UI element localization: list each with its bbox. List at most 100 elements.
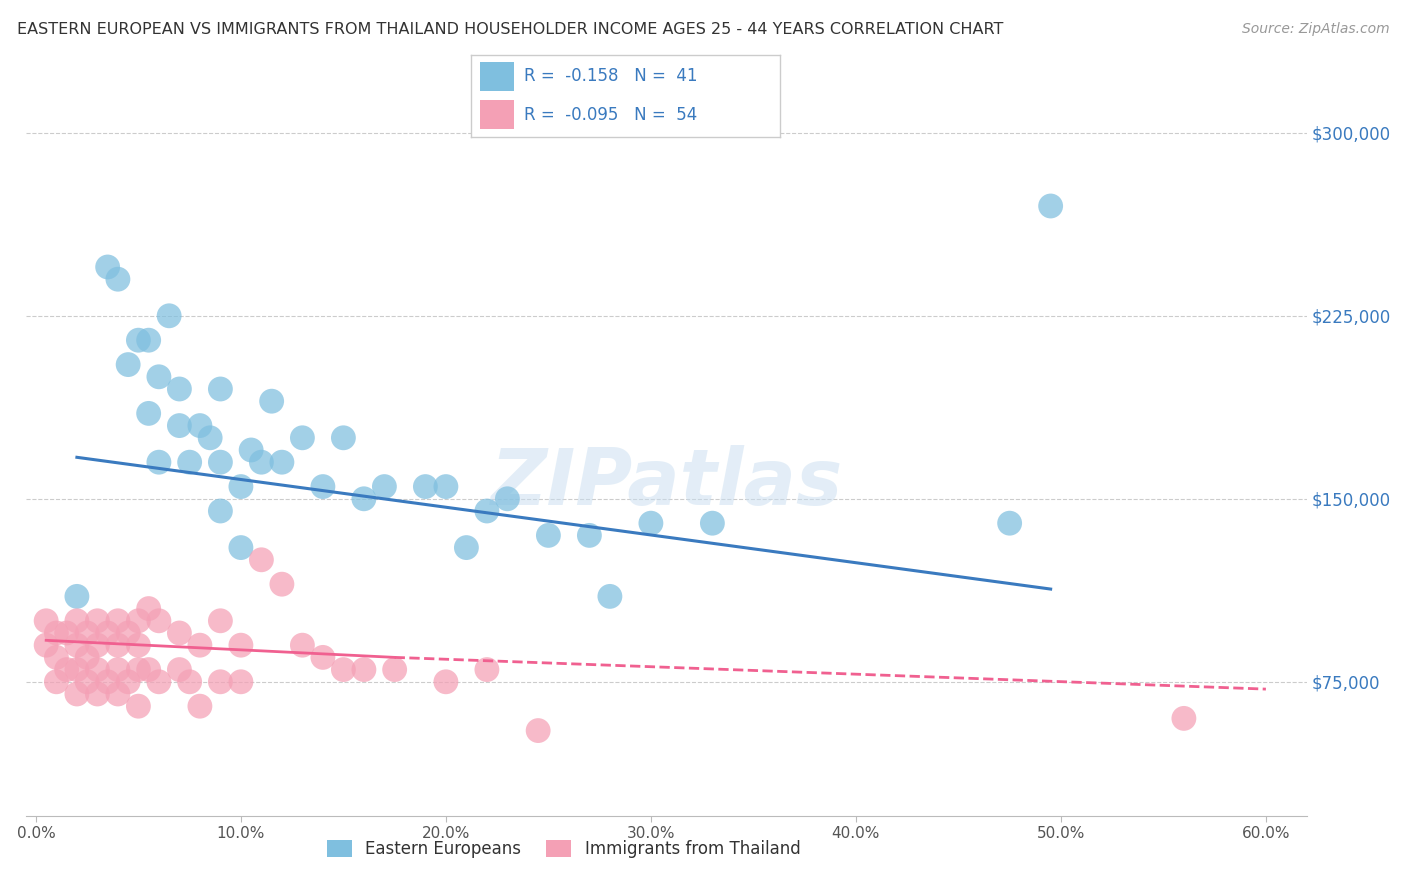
Point: [76, 674, 98, 689]
Point: [107, 614, 129, 628]
Point: [250, 553, 273, 567]
Point: [86, 638, 108, 652]
Point: [179, 674, 201, 689]
Point: [599, 590, 621, 604]
Point: [35, 638, 58, 652]
Point: [271, 577, 294, 591]
Point: [66, 590, 89, 604]
Point: [998, 516, 1021, 531]
Point: [188, 699, 211, 714]
Text: ZIPatlas: ZIPatlas: [491, 445, 842, 521]
Point: [169, 418, 191, 433]
Point: [86, 687, 108, 701]
Point: [45, 626, 67, 640]
Point: [332, 663, 354, 677]
Point: [86, 614, 108, 628]
Point: [209, 382, 232, 396]
Point: [434, 674, 457, 689]
Point: [198, 431, 221, 445]
Point: [271, 455, 294, 469]
Point: [55, 663, 77, 677]
Point: [45, 674, 67, 689]
Point: [527, 723, 550, 738]
Text: EASTERN EUROPEAN VS IMMIGRANTS FROM THAILAND HOUSEHOLDER INCOME AGES 25 - 44 YEA: EASTERN EUROPEAN VS IMMIGRANTS FROM THAI…: [17, 22, 1004, 37]
Point: [117, 674, 139, 689]
Point: [148, 369, 170, 384]
Point: [76, 626, 98, 640]
Point: [45, 650, 67, 665]
Point: [127, 663, 149, 677]
Point: [148, 455, 170, 469]
Point: [496, 491, 519, 506]
Point: [291, 431, 314, 445]
Text: R =  -0.158   N =  41: R = -0.158 N = 41: [523, 67, 697, 86]
Point: [1173, 711, 1195, 725]
Point: [209, 674, 232, 689]
Point: [179, 455, 201, 469]
Point: [35, 614, 58, 628]
Point: [415, 480, 437, 494]
Point: [169, 663, 191, 677]
Point: [229, 480, 252, 494]
Point: [312, 480, 335, 494]
Point: [107, 638, 129, 652]
Point: [169, 626, 191, 640]
Point: [229, 541, 252, 555]
Point: [138, 663, 160, 677]
Point: [1039, 199, 1062, 213]
Point: [117, 626, 139, 640]
Point: [76, 650, 98, 665]
Point: [107, 272, 129, 286]
Point: [107, 663, 129, 677]
Point: [97, 260, 120, 274]
Point: [117, 358, 139, 372]
Point: [353, 663, 375, 677]
Point: [475, 663, 498, 677]
Point: [229, 638, 252, 652]
Point: [209, 614, 232, 628]
Legend: Eastern Europeans, Immigrants from Thailand: Eastern Europeans, Immigrants from Thail…: [321, 833, 807, 864]
Point: [138, 406, 160, 420]
Point: [240, 442, 263, 457]
Point: [702, 516, 724, 531]
Point: [66, 614, 89, 628]
Point: [148, 674, 170, 689]
Point: [127, 614, 149, 628]
Point: [188, 638, 211, 652]
Point: [250, 455, 273, 469]
Point: [66, 663, 89, 677]
Point: [291, 638, 314, 652]
Point: [66, 687, 89, 701]
Point: [229, 674, 252, 689]
Point: [260, 394, 283, 409]
Text: R =  -0.095   N =  54: R = -0.095 N = 54: [523, 106, 697, 124]
Point: [456, 541, 478, 555]
Text: Source: ZipAtlas.com: Source: ZipAtlas.com: [1241, 22, 1389, 37]
Point: [138, 601, 160, 615]
Point: [169, 382, 191, 396]
Point: [127, 333, 149, 347]
Point: [97, 674, 120, 689]
Point: [148, 614, 170, 628]
Point: [209, 504, 232, 518]
Point: [209, 455, 232, 469]
Bar: [481, 101, 515, 129]
Point: [157, 309, 180, 323]
Point: [55, 626, 77, 640]
Point: [312, 650, 335, 665]
Bar: [481, 62, 515, 91]
Point: [353, 491, 375, 506]
Point: [107, 687, 129, 701]
Point: [384, 663, 406, 677]
Point: [578, 528, 600, 542]
Point: [640, 516, 662, 531]
Point: [537, 528, 560, 542]
Point: [127, 638, 149, 652]
Point: [332, 431, 354, 445]
Point: [66, 638, 89, 652]
Point: [127, 699, 149, 714]
Point: [97, 626, 120, 640]
Point: [138, 333, 160, 347]
Point: [86, 663, 108, 677]
Point: [434, 480, 457, 494]
